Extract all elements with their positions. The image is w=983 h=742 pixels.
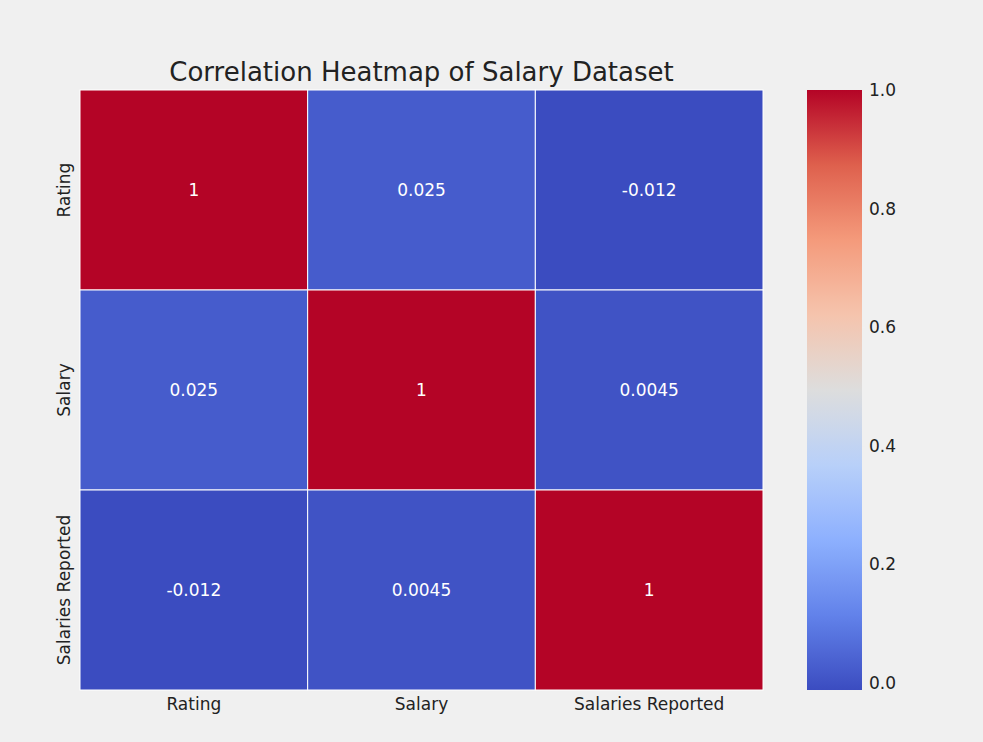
colorbar-tick-label: 0.8: [869, 199, 896, 219]
colorbar-tick: [862, 90, 865, 91]
cell-label: -0.012: [166, 580, 221, 600]
cell: [308, 90, 536, 290]
x-tick-label: Rating: [166, 694, 221, 714]
y-tick-label: Salaries Reported: [54, 515, 74, 665]
x-tick-label: Salary: [395, 694, 448, 714]
cell: [80, 90, 308, 290]
colorbar-tick: [862, 327, 865, 328]
x-tick-label: Salaries Reported: [574, 694, 724, 714]
cell-label: 0.025: [397, 180, 446, 200]
cell: [80, 290, 308, 490]
cell-label: 1: [416, 380, 427, 400]
y-tick-label: Salary: [54, 363, 74, 416]
cell: [308, 290, 536, 490]
y-tick-label: Rating: [54, 163, 74, 218]
cell: [308, 490, 536, 690]
cell-label: -0.012: [622, 180, 677, 200]
colorbar-tick: [862, 208, 865, 209]
background: [0, 0, 983, 742]
colorbar-tick: [862, 445, 865, 446]
cells: [80, 90, 763, 690]
colorbar-tick: [862, 682, 865, 683]
cell-label: 0.0045: [619, 380, 678, 400]
cell: [535, 490, 763, 690]
colorbar-tick-label: 0.0: [869, 673, 896, 693]
cell: [535, 90, 763, 290]
cell-label: 0.0045: [392, 580, 451, 600]
colorbar-tick-label: 0.6: [869, 317, 896, 337]
chart: Correlation Heatmap of Salary Dataset 1 0.…: [0, 0, 983, 742]
colorbar-tick-label: 0.4: [869, 436, 896, 456]
colorbar: [807, 90, 862, 690]
title: Correlation Heatmap of Salary Dataset: [169, 57, 673, 87]
cell: [535, 290, 763, 490]
cell-labels: 1 0.025 -0.012 0.025 1 0.0045 -0.012 0.0045 1: [166, 180, 678, 600]
colorbar-tick-label: 0.2: [869, 554, 896, 574]
cell-label: 1: [644, 580, 655, 600]
cell: [80, 490, 308, 690]
cell-label: 1: [188, 180, 199, 200]
cell-label: 0.025: [169, 380, 218, 400]
colorbar-tick-label: 1.0: [869, 80, 896, 100]
colorbar-tick: [862, 564, 865, 565]
